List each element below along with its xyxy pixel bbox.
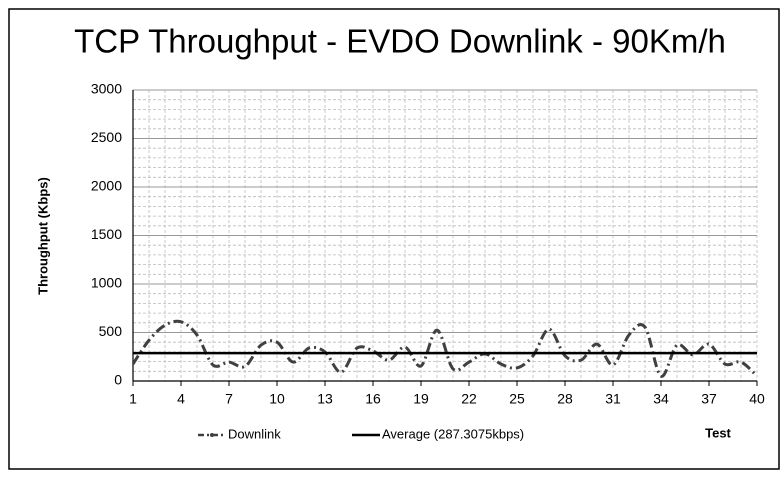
y-tick-label: 1000	[91, 275, 122, 291]
x-tick-label: 40	[749, 391, 765, 407]
legend-marker	[210, 433, 214, 437]
x-tick-label: 28	[557, 391, 573, 407]
y-tick-label: 1500	[91, 226, 122, 242]
chart-border	[8, 8, 780, 470]
chart-title: TCP Throughput - EVDO Downlink - 90Km/h	[74, 23, 726, 60]
x-tick-label: 37	[701, 391, 717, 407]
legend-label: Downlink	[228, 426, 281, 441]
y-tick-label: 2000	[91, 178, 122, 194]
x-tick-label: 31	[605, 391, 621, 407]
x-tick-label: 7	[225, 391, 233, 407]
x-axis-label: Test	[705, 425, 731, 440]
x-tick-label: 22	[461, 391, 477, 407]
x-tick-label: 16	[365, 391, 381, 407]
y-tick-label: 500	[99, 323, 123, 339]
y-axis-label: Throughput (Kbps)	[35, 177, 50, 295]
x-tick-label: 4	[177, 391, 185, 407]
legend-label: Average (287.3075kbps)	[382, 426, 524, 441]
y-tick-label: 0	[114, 372, 122, 388]
y-tick-label: 3000	[91, 81, 122, 97]
x-tick-label: 25	[509, 391, 525, 407]
x-tick-label: 19	[413, 391, 429, 407]
x-tick-label: 10	[269, 391, 285, 407]
y-tick-label: 2500	[91, 129, 122, 145]
x-tick-label: 13	[317, 391, 333, 407]
x-tick-label: 1	[129, 391, 137, 407]
x-tick-label: 34	[653, 391, 669, 407]
